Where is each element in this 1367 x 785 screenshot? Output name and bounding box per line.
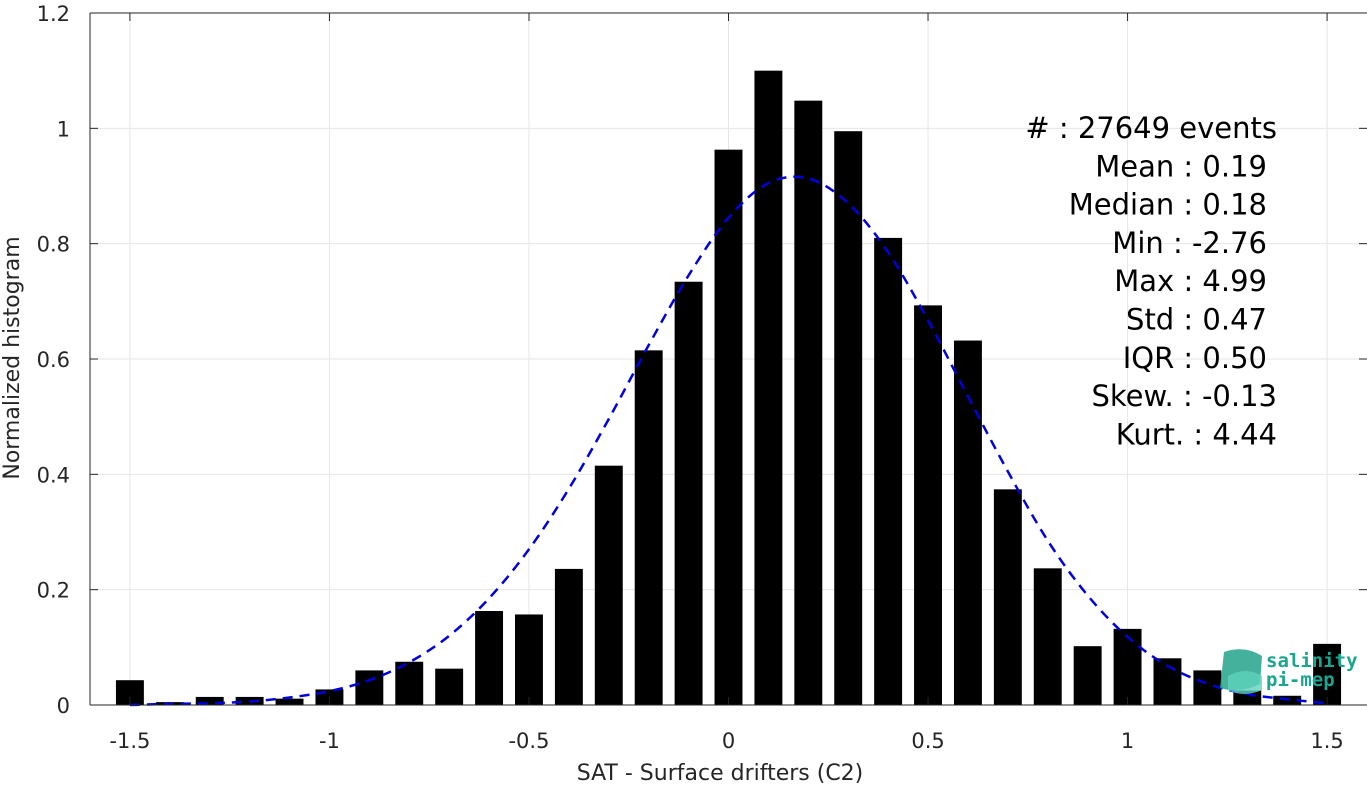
histogram-bar [195,696,224,705]
histogram-bar [1113,628,1142,705]
y-tick-label: 0.8 [37,233,70,257]
histogram-bar [1313,643,1342,705]
histogram-bar [395,661,424,705]
histogram-bar [754,70,783,705]
stats-line: Median : 0.18 [1069,188,1267,222]
x-axis-label: SAT - Surface drifters (C2) [577,761,864,785]
histogram-bar [993,489,1022,705]
x-tick-label: 1 [1121,729,1134,753]
stats-line: Skew. : -0.13 [1091,379,1277,413]
histogram-bar [515,614,543,705]
histogram-bar [634,350,663,705]
salinity-pi-mep-logo: salinity pi-mep [1220,649,1358,694]
logo-wave-icon-back [1228,671,1262,694]
stats-line: Min : -2.76 [1112,226,1267,260]
histogram-bar [1073,646,1102,705]
y-tick-label: 0.4 [37,463,70,487]
x-tick-label: -1 [319,729,340,753]
x-tick-label: 1.5 [1310,729,1343,753]
stats-line: # : 27649 events [1025,111,1277,145]
stats-line: IQR : 0.50 [1123,341,1267,375]
logo-text-pi-mep: pi-mep [1266,669,1335,691]
stats-line: Std : 0.47 [1126,303,1267,337]
y-tick-label: 1.2 [37,2,70,26]
stats-line: Kurt. : 4.44 [1116,417,1277,451]
logo-text-salinity: salinity [1266,650,1358,672]
y-tick-label: 0 [57,694,70,718]
x-tick-label: 0.5 [911,729,944,753]
y-tick-label: 0.6 [37,348,70,372]
histogram-bar [874,237,903,705]
y-axis-ticks: 0 0.2 0.4 0.6 0.8 1 1.2 [37,2,1367,718]
histogram-bar [914,305,942,705]
statistics-annotation: # : 27649 events Mean : 0.19 Median : 0.18… [1025,111,1277,451]
histogram-bar [435,668,464,705]
histogram-bar [714,149,743,706]
histogram-bar [594,465,623,705]
histogram-bar [1033,568,1062,705]
stats-line: Max : 4.99 [1114,264,1267,298]
stats-line: Mean : 0.19 [1095,149,1267,183]
x-tick-label: -1.5 [109,729,150,753]
histogram-bar [475,611,504,705]
y-tick-label: 0.2 [37,579,70,603]
histogram-bar [674,281,703,705]
histogram-bar [554,568,583,705]
histogram-bar [794,100,823,706]
histogram-bars [115,70,1342,706]
y-tick-label: 1 [57,117,70,141]
histogram-bar [355,670,384,705]
x-axis-ticks: -1.5 -1 -0.5 0 0.5 1 1.5 [109,13,1344,753]
histogram-bar [953,340,982,705]
x-tick-label: -0.5 [508,729,549,753]
histogram-bar [275,698,304,705]
gaussian-fit-curve [129,175,1328,707]
histogram-bar [834,131,863,705]
y-axis-label: Normalized histogram [0,236,25,479]
x-tick-label: 0 [722,729,735,753]
